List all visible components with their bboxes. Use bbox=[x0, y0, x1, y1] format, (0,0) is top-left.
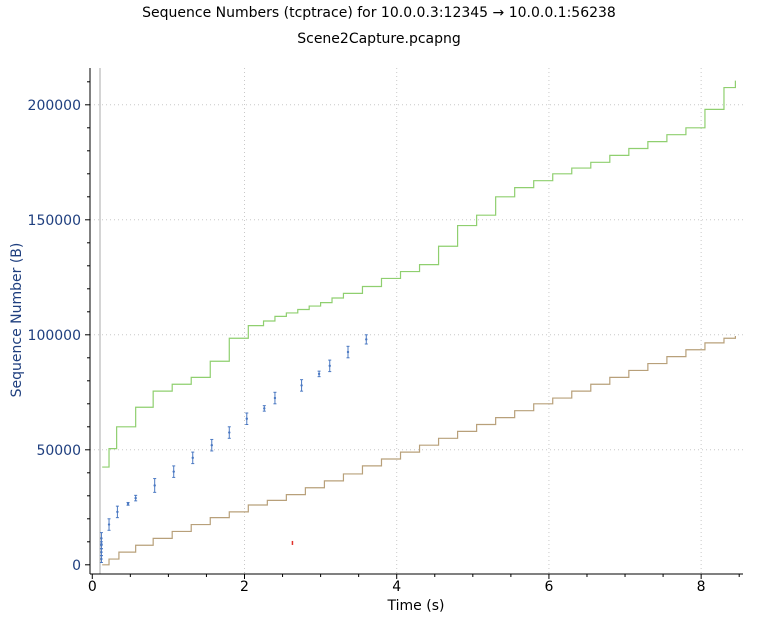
segment-bar bbox=[364, 334, 368, 345]
segment-point bbox=[191, 456, 194, 460]
grid bbox=[90, 68, 743, 574]
segment-point bbox=[263, 407, 266, 410]
segment-bar bbox=[262, 405, 266, 412]
segment-point bbox=[100, 537, 103, 540]
step-line-0 bbox=[102, 80, 736, 468]
x-axis-label: Time (s) bbox=[387, 598, 445, 614]
segment-bar bbox=[99, 532, 103, 545]
segment-bar bbox=[227, 426, 231, 439]
segment-bar bbox=[191, 451, 195, 465]
step-line-1 bbox=[102, 335, 736, 566]
segment-bar bbox=[317, 370, 321, 378]
x-tick-label: 8 bbox=[697, 579, 706, 595]
y-tick-label: 200000 bbox=[28, 98, 81, 114]
y-tick-label: 150000 bbox=[28, 213, 81, 229]
y-axis-label: Sequence Number (B) bbox=[9, 243, 25, 398]
segment-bar bbox=[245, 412, 249, 425]
x-tick-label: 2 bbox=[240, 579, 249, 595]
segment-point bbox=[134, 496, 137, 500]
x-tick-label: 4 bbox=[392, 579, 401, 595]
segment-point bbox=[317, 372, 321, 376]
segment-point bbox=[346, 350, 350, 354]
segment-point bbox=[116, 510, 119, 514]
segment-point bbox=[100, 557, 103, 561]
segment-point bbox=[100, 544, 103, 547]
segment-bar bbox=[134, 494, 138, 502]
segment-point bbox=[273, 396, 277, 400]
segment-bar bbox=[300, 379, 304, 392]
segment-point bbox=[228, 431, 231, 434]
chart-subtitle: Scene2Capture.pcapng bbox=[297, 31, 461, 47]
segment-point bbox=[126, 502, 130, 506]
segment-point bbox=[172, 470, 175, 473]
segment-bar bbox=[126, 501, 130, 506]
y-tick-label: 0 bbox=[72, 558, 81, 574]
segment-point bbox=[328, 364, 331, 368]
segment-bar bbox=[115, 505, 119, 519]
segment-point bbox=[245, 417, 248, 420]
y-tick-label: 50000 bbox=[36, 443, 81, 459]
segment-bar bbox=[273, 391, 277, 405]
segment-point bbox=[153, 484, 156, 487]
segment-point bbox=[100, 550, 103, 554]
segment-bar bbox=[210, 438, 214, 452]
segment-point bbox=[300, 384, 303, 387]
segment-point bbox=[107, 523, 111, 526]
ticks: 0 2 4 6 8 0 50000 100000 150000 200000 bbox=[28, 81, 740, 595]
x-tick-label: 6 bbox=[544, 579, 553, 595]
axes bbox=[89, 68, 743, 575]
segment-bar bbox=[107, 518, 111, 531]
segment-bar bbox=[328, 359, 332, 373]
x-tick-label: 0 bbox=[88, 579, 97, 595]
segment-bar bbox=[346, 345, 350, 359]
segment-point bbox=[365, 338, 368, 341]
chart-title: Sequence Numbers (tcptrace) for 10.0.0.3… bbox=[142, 5, 616, 21]
y-tick-label: 100000 bbox=[28, 328, 81, 344]
segment-bar bbox=[172, 465, 176, 478]
segment-point bbox=[210, 444, 213, 447]
series bbox=[99, 80, 736, 566]
segment-bar bbox=[153, 478, 157, 493]
